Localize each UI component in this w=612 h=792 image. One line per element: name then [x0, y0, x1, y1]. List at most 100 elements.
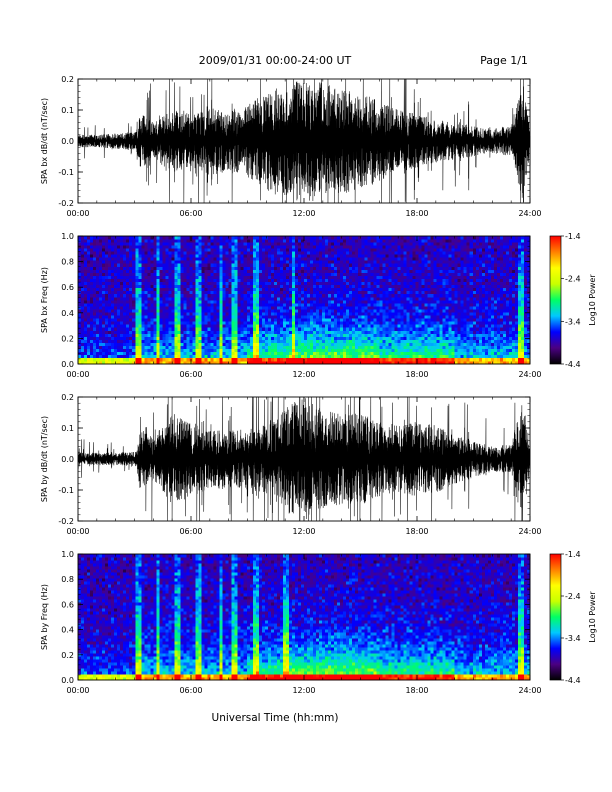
spectrogram-cell	[171, 278, 175, 283]
spectrogram-cell	[96, 254, 100, 258]
spectrogram-cell	[403, 269, 407, 273]
spectrogram-cell	[310, 251, 314, 255]
spectrogram-cell	[171, 348, 175, 353]
spectrogram-cell	[415, 321, 419, 325]
spectrogram-cell	[376, 257, 380, 261]
spectrogram-cell	[355, 287, 359, 292]
spectrogram-cell	[382, 300, 386, 304]
spectrogram-cell	[288, 263, 293, 267]
spectrogram-cell	[388, 242, 392, 246]
spectrogram-cell	[243, 254, 248, 258]
spectrogram-cell	[412, 257, 416, 261]
spectrogram-cell	[412, 357, 416, 362]
spectrogram-cell	[409, 351, 413, 356]
spectrogram-cell	[243, 345, 248, 350]
spectrogram-cell	[90, 272, 94, 276]
spectrogram-cell	[177, 348, 181, 353]
spectrogram-cell	[237, 284, 242, 289]
spectrogram-cell	[310, 324, 314, 328]
spectrogram-cell	[156, 281, 160, 286]
spectrogram-cell	[144, 315, 148, 319]
spectrogram-cell	[132, 354, 136, 359]
spectrogram-cell	[150, 236, 154, 240]
spectrogram-cell	[90, 345, 94, 350]
spectrogram-cell	[279, 348, 284, 353]
spectrogram-cell	[108, 287, 112, 292]
spectrogram-cell	[412, 321, 416, 325]
spectrogram-cell	[385, 266, 389, 270]
spectrogram-cell	[216, 293, 220, 298]
spectrogram-cell	[168, 254, 172, 258]
spectrogram-cell	[264, 306, 269, 310]
spectrogram-cell	[210, 318, 214, 322]
spectrogram-cell	[168, 263, 172, 267]
spectrogram-cell	[343, 312, 347, 316]
spectrogram-cell	[240, 342, 245, 347]
spectrogram-cell	[147, 278, 151, 283]
spectrogram-cell	[105, 330, 109, 334]
spectrogram-cell	[379, 357, 383, 362]
spectrogram-cell	[346, 318, 350, 322]
spectrogram-cell	[231, 248, 235, 252]
spectrogram-cell	[358, 263, 362, 267]
spectrogram-cell	[90, 287, 94, 292]
spectrogram-cell	[334, 360, 338, 365]
spectrogram-cell	[252, 345, 257, 350]
spectrogram-cell	[361, 284, 365, 289]
spectrogram-cell	[304, 269, 308, 273]
spectrogram-cell	[412, 275, 416, 279]
spectrogram-cell	[168, 296, 172, 301]
spectrogram-cell	[189, 354, 193, 359]
spectrogram-cell	[195, 321, 199, 325]
spectrogram-cell	[276, 300, 281, 304]
spectrogram-cell	[246, 254, 251, 258]
spectrogram-cell	[331, 345, 335, 350]
spectrogram-cell	[246, 290, 251, 295]
spectrogram-cell	[331, 293, 335, 298]
spectrogram-cell	[424, 236, 428, 240]
spectrogram-cell	[294, 327, 299, 331]
spectrogram-cell	[331, 263, 335, 267]
spectrogram-cell	[123, 287, 127, 292]
spectrogram-cell	[307, 342, 311, 347]
spectrogram-cell	[337, 296, 341, 301]
spectrogram-cell	[87, 260, 91, 264]
spectrogram-cell	[397, 263, 401, 267]
spectrogram-cell	[325, 260, 329, 264]
spectrogram-cell	[352, 278, 356, 283]
spectrogram-cell	[391, 345, 395, 350]
spectrogram-cell	[147, 303, 151, 307]
spectrogram-cell	[204, 321, 208, 325]
spectrogram-cell	[87, 348, 91, 353]
spectrogram-cell	[349, 342, 353, 347]
spectrogram-cell	[225, 318, 229, 322]
spectrogram-cell	[304, 324, 308, 328]
spectrogram-cell	[141, 324, 145, 328]
spectrogram-cell	[349, 330, 353, 334]
spectrogram-cell	[147, 324, 151, 328]
spectrogram-cell	[108, 336, 112, 340]
spectrogram-cell	[394, 333, 398, 337]
spectrogram-cell	[424, 260, 428, 264]
spectrogram-cell	[99, 354, 103, 359]
spectrogram-cell	[132, 293, 136, 298]
spectrogram-cell	[391, 321, 395, 325]
spectrogram-cell	[192, 245, 196, 249]
spectrogram-cell	[243, 245, 248, 249]
spectrogram-cell	[111, 315, 115, 319]
spectrogram-cell	[340, 309, 344, 313]
spectrogram-cell	[234, 248, 238, 252]
spectrogram-cell	[358, 315, 362, 319]
spectrogram-cell	[225, 327, 229, 331]
spectrogram-cell	[352, 272, 356, 276]
spectrogram-cell	[216, 239, 220, 243]
spectrogram-cell	[180, 309, 184, 313]
spectrogram-cell	[415, 330, 419, 334]
spectrogram-cell	[322, 251, 326, 255]
spectrogram-cell	[397, 278, 401, 283]
spectrogram-cell	[331, 275, 335, 279]
spectrogram-cell	[358, 354, 362, 359]
spectrogram-cell	[282, 257, 287, 261]
spectrogram-cell	[135, 309, 139, 313]
spectrogram-cell	[123, 333, 127, 337]
